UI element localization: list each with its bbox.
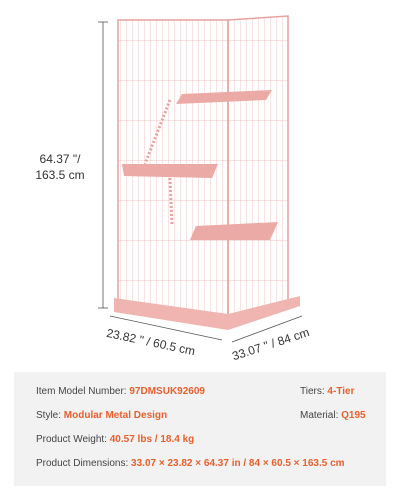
shelf — [122, 164, 218, 178]
width-arrow — [231, 315, 303, 343]
product-illustration: 64.37 "/ 163.5 cm 23.82 " / 60.5 cm 33.0… — [35, 15, 311, 363]
spec-label: Material: — [300, 410, 339, 421]
spec-value: 97DMSUK92609 — [129, 386, 205, 397]
shelf — [176, 90, 272, 104]
spec-row: Style: Modular Metal Design — [36, 410, 167, 421]
spec-value: 4-Tier — [327, 386, 355, 397]
ladder — [143, 99, 172, 165]
spec-row: Product Dimensions: 33.07 × 23.82 × 64.3… — [36, 458, 345, 469]
spec-label: Product Dimensions: — [36, 458, 129, 469]
spec-label: Product Weight: — [36, 434, 107, 445]
width-label: 33.07 " / 84 cm — [230, 325, 311, 363]
spec-label: Item Model Number: — [36, 386, 127, 397]
shelf — [190, 222, 278, 240]
spec-panel: Item Model Number: 97DMSUK92609 Tiers: 4… — [14, 372, 386, 486]
spec-value: 33.07 × 23.82 × 64.37 in / 84 × 60.5 × 1… — [131, 458, 345, 469]
height-label: 163.5 cm — [35, 168, 84, 182]
spec-value: 40.57 lbs / 18.4 kg — [109, 434, 195, 445]
spec-value: Q195 — [341, 410, 366, 421]
base-tray — [114, 296, 300, 330]
spec-label: Style: — [36, 410, 62, 421]
depth-label: 23.82 " / 60.5 cm — [105, 326, 196, 358]
spec-label: Tiers: — [300, 386, 325, 397]
cage-side-panel — [227, 15, 289, 320]
spec-row: Product Weight: 40.57 lbs / 18.4 kg — [36, 434, 194, 445]
depth-arrow — [109, 315, 223, 341]
spec-row: Material: Q195 — [300, 410, 366, 421]
spec-value: Modular Metal Design — [63, 410, 168, 421]
spec-row: Item Model Number: 97DMSUK92609 — [36, 386, 205, 397]
height-label: 64.37 "/ — [40, 152, 82, 166]
spec-row: Tiers: 4-Tier — [300, 386, 354, 397]
